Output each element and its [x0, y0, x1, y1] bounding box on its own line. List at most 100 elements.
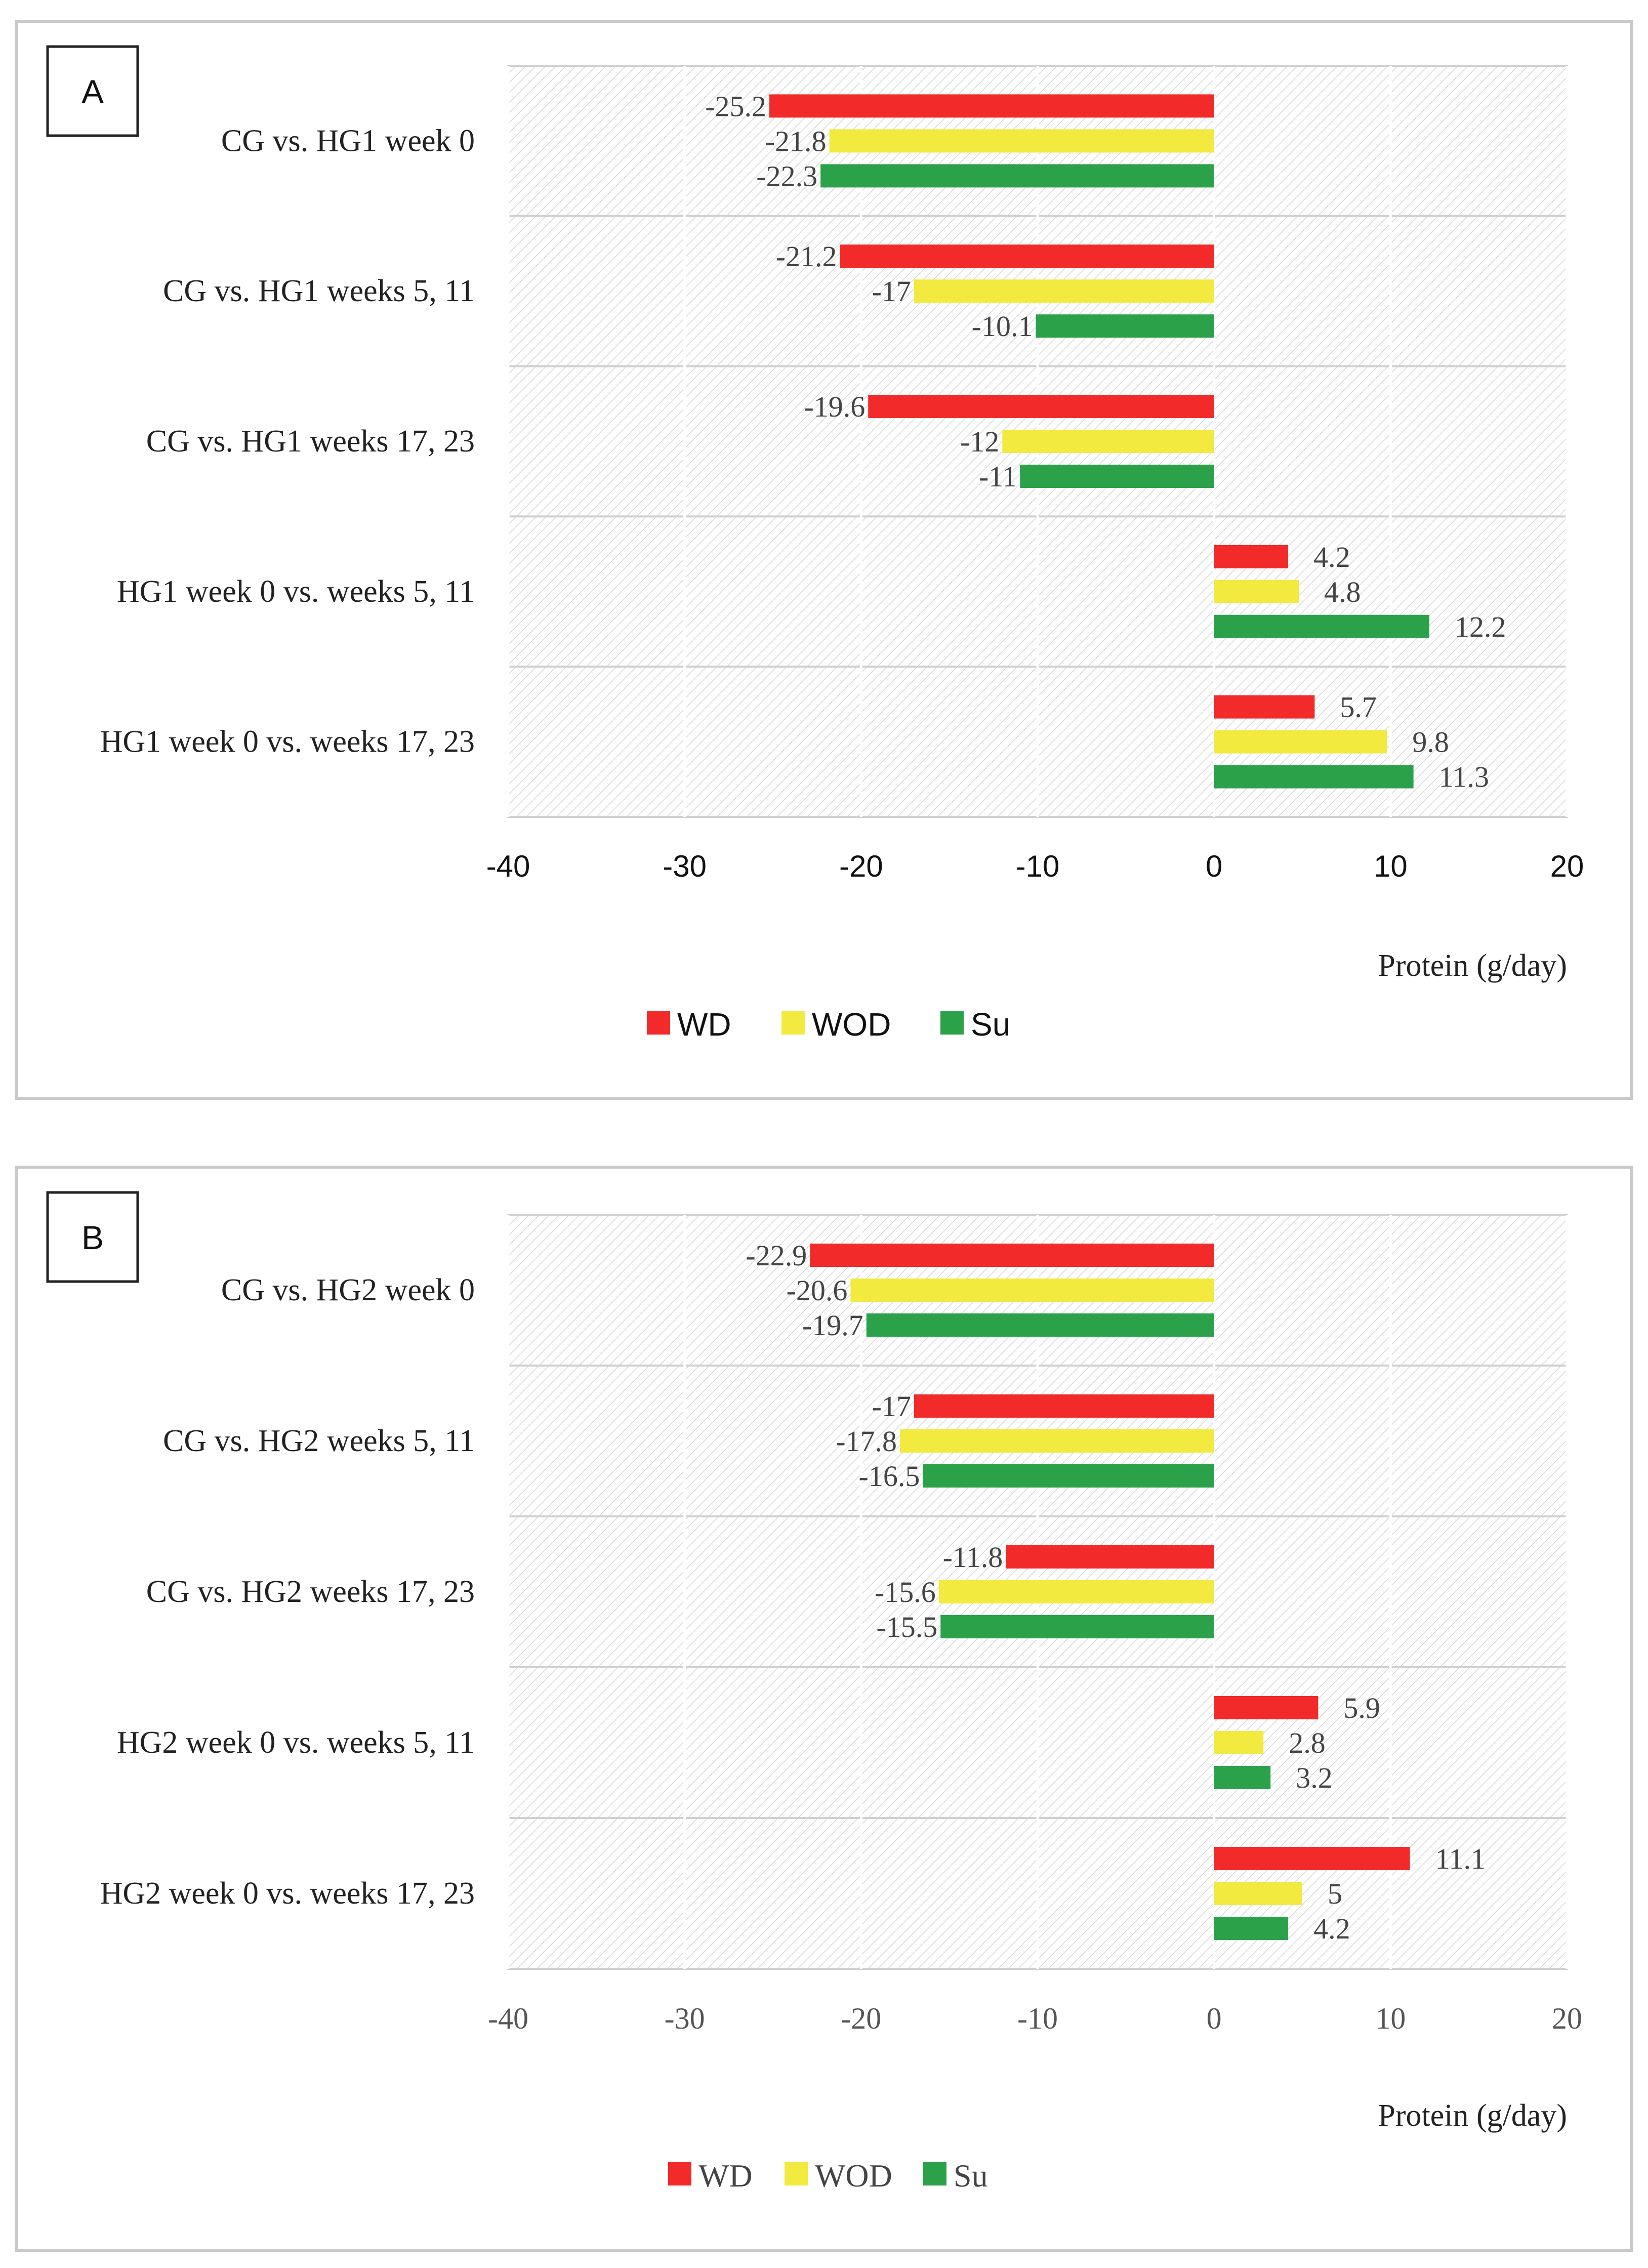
panel-b-letter-box [46, 1191, 139, 1283]
legend-swatch-su [923, 2162, 946, 2185]
bar-wd [1006, 1545, 1214, 1569]
x-tick-label: -10 [1016, 849, 1060, 883]
legend-label: WD [677, 1006, 731, 1043]
panel-b-x-axis-title: Protein (g/day) [1378, 2098, 1567, 2133]
panel-a-bars [769, 94, 1430, 789]
data-label: -11 [979, 460, 1017, 493]
panel-b-value-labels: -22.9 -17 -11.8 5.9 11.1 -20.6 -17.8 -15.6 2.8 5 -… [746, 1239, 1486, 1945]
data-label: -22.9 [746, 1239, 807, 1272]
panel-b-legend: WD WOD Su [668, 2158, 988, 2194]
data-label: -19.6 [804, 390, 865, 423]
panel-a-letter: A [81, 73, 104, 110]
data-label: 5 [1328, 1877, 1342, 1910]
panel-a: A CG vs. HG1 week 0 CG vs. HG1 weeks 5, 1… [15, 20, 1633, 1100]
x-tick-label: -20 [841, 2002, 881, 2035]
data-label: -17 [872, 1390, 911, 1423]
panel-b-category-labels: CG vs. HG2 week 0 CG vs. HG2 weeks 5, 11 C… [100, 1273, 475, 1911]
data-label: -17 [872, 275, 911, 308]
bar-wod [829, 129, 1214, 153]
data-label: -20.6 [787, 1274, 848, 1307]
legend-swatch-wod [785, 2162, 808, 2185]
bar-wd [769, 94, 1214, 118]
panel-b-x-axis: -40 -30 -20 -10 0 10 20 [488, 2002, 1582, 2035]
panel-b: B CG vs. HG2 week 0 CG vs. HG2 weeks 5, 1… [15, 1166, 1633, 2252]
data-label: -10.1 [972, 310, 1033, 343]
data-label: 9.8 [1412, 726, 1449, 759]
bar-wod [1002, 430, 1214, 453]
data-label: -17.8 [836, 1425, 897, 1458]
bar-wod [1214, 1731, 1264, 1754]
bar-su [1214, 765, 1414, 789]
legend-swatch-su [940, 1011, 964, 1035]
category-label: HG2 week 0 vs. weeks 17, 23 [100, 1876, 475, 1911]
bar-wd [914, 1394, 1214, 1418]
bar-wod [900, 1429, 1214, 1453]
x-tick-label: 20 [1552, 2002, 1582, 2035]
bar-wd [1214, 695, 1315, 719]
legend-label: WOD [815, 2158, 892, 2194]
data-label: 3.2 [1296, 1761, 1333, 1794]
legend-swatch-wd [647, 1011, 670, 1035]
bar-su [923, 1464, 1214, 1488]
data-label: 4.8 [1324, 575, 1361, 608]
bar-su [940, 1615, 1214, 1638]
data-label: -21.2 [776, 240, 837, 273]
category-label: CG vs. HG1 weeks 5, 11 [163, 274, 475, 308]
data-label: 5.9 [1343, 1692, 1380, 1724]
x-tick-label: 10 [1375, 2002, 1406, 2035]
bar-su [1020, 465, 1214, 488]
panel-a-x-axis-title: Protein (g/day) [1378, 949, 1567, 983]
data-label: -11.8 [943, 1541, 1003, 1574]
x-tick-label: 0 [1207, 2002, 1222, 2035]
bar-wd [1214, 1696, 1319, 1719]
x-tick-label: -40 [488, 2002, 528, 2035]
x-tick-label: -40 [486, 849, 530, 883]
bar-wd [1214, 1847, 1410, 1870]
bar-su [820, 164, 1214, 188]
data-label: -15.6 [875, 1576, 936, 1609]
bar-wd [840, 244, 1214, 268]
bar-wod [1214, 730, 1387, 754]
bar-su [866, 1313, 1214, 1337]
bar-wd [810, 1244, 1214, 1267]
panel-a-letter-box [46, 45, 139, 137]
category-label: CG vs. HG1 week 0 [221, 123, 475, 158]
legend-swatch-wd [668, 2162, 691, 2185]
x-tick-label: -30 [665, 2002, 705, 2035]
data-label: 5.7 [1340, 691, 1377, 724]
bar-su [1214, 1766, 1271, 1789]
bar-su [1036, 314, 1214, 338]
legend-label: Su [971, 1006, 1010, 1043]
bar-wod [914, 279, 1214, 303]
panel-a-legend: WD WOD Su [647, 1006, 1010, 1043]
data-label: 2.8 [1289, 1726, 1326, 1759]
data-label: -15.5 [876, 1611, 937, 1643]
panel-b-letter: B [81, 1219, 104, 1256]
category-label: HG1 week 0 vs. weeks 17, 23 [100, 725, 475, 759]
bar-wod [1214, 580, 1299, 603]
legend-label: WD [698, 2158, 753, 2194]
panel-a-category-labels: CG vs. HG1 week 0 CG vs. HG1 weeks 5, 11 C… [100, 123, 475, 759]
data-label: -25.2 [705, 90, 766, 122]
bar-wod [938, 1580, 1214, 1603]
bar-su [1214, 1917, 1289, 1940]
data-label: -19.7 [802, 1309, 863, 1342]
category-label: CG vs. HG2 weeks 5, 11 [163, 1424, 475, 1458]
panel-b-bars [810, 1244, 1410, 1940]
data-label: 11.1 [1435, 1842, 1486, 1875]
legend-label: WOD [812, 1006, 891, 1043]
x-tick-label: 10 [1374, 849, 1408, 883]
bar-wod [850, 1279, 1214, 1302]
legend-swatch-wod [781, 1011, 805, 1035]
panel-a-value-labels: -25.2 -21.2 -19.6 4.2 5.7 -21.8 -17 -12 4.8 9.8 -2… [705, 90, 1506, 793]
data-label: 11.3 [1439, 761, 1489, 794]
data-label: -21.8 [765, 125, 827, 157]
x-tick-label: 0 [1206, 849, 1222, 883]
x-tick-label: -30 [663, 849, 707, 883]
category-label: CG vs. HG1 weeks 17, 23 [146, 424, 475, 459]
data-label: 12.2 [1455, 610, 1506, 643]
x-tick-label: -10 [1017, 2002, 1058, 2035]
category-label: CG vs. HG2 week 0 [221, 1273, 475, 1307]
data-label: 4.2 [1313, 1912, 1350, 1945]
legend-label: Su [954, 2158, 988, 2194]
